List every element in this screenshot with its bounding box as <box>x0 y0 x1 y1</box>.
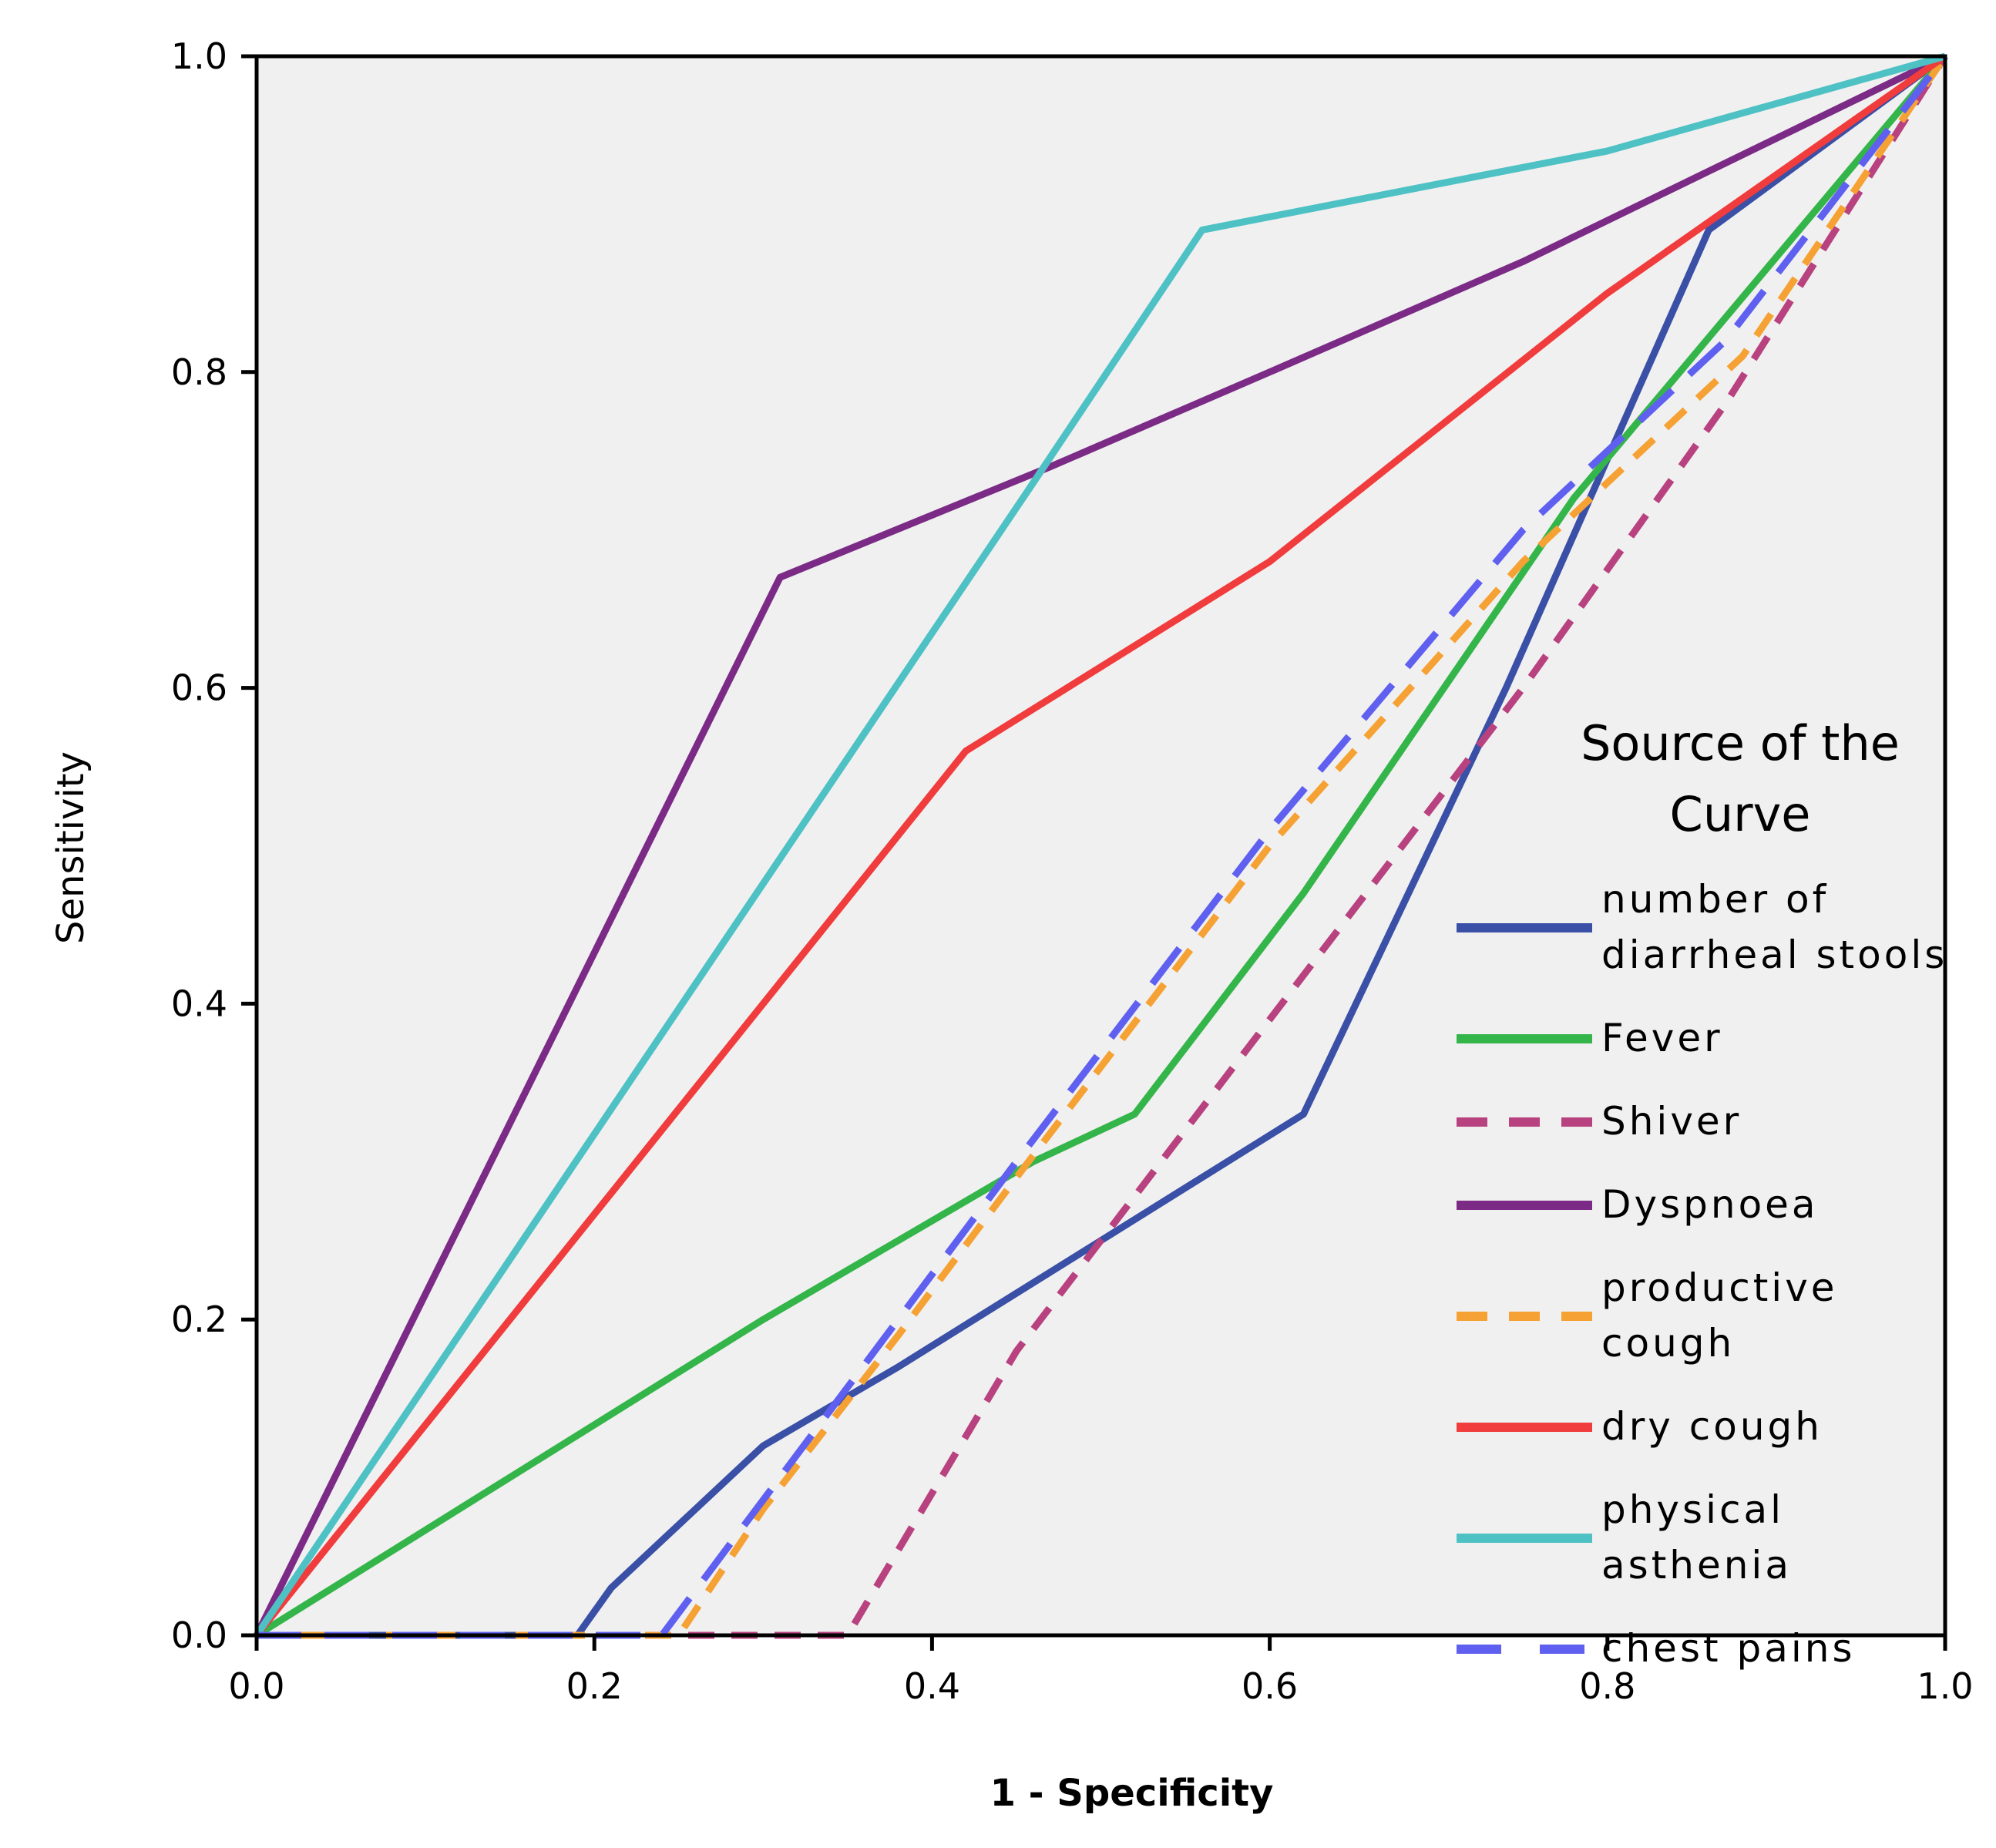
series-line-7 <box>254 52 1947 1638</box>
legend-title-line: Curve <box>1670 786 1811 842</box>
y-axis-title: Sensitivity <box>49 751 92 944</box>
legend-label-7: physical <box>1601 1487 1784 1532</box>
y-tick-label: 0.8 <box>171 351 227 393</box>
x-tick-label: 0.6 <box>1242 1665 1298 1707</box>
legend-label-4: Dyspnoea <box>1601 1182 1819 1227</box>
y-tick-label: 0.6 <box>171 667 227 709</box>
legend-label-2: Fever <box>1601 1016 1723 1060</box>
legend-label-7: asthenia <box>1601 1543 1792 1588</box>
legend-label-1: number of <box>1601 877 1829 922</box>
series-line-5 <box>257 54 1948 1639</box>
legend-label-5: cough <box>1601 1321 1735 1366</box>
legend-label-6: dry cough <box>1601 1404 1823 1449</box>
series-line-3 <box>257 54 1948 1639</box>
x-tick-label: 0.2 <box>566 1665 623 1707</box>
legend-label-3: Shiver <box>1601 1099 1742 1144</box>
y-tick-label: 0.0 <box>171 1614 227 1656</box>
y-tick-label: 1.0 <box>171 35 227 77</box>
legend-label-8: chest pains <box>1601 1626 1856 1671</box>
series-line-4 <box>253 52 1947 1637</box>
x-tick-label: 0.8 <box>1579 1665 1635 1707</box>
y-axis-ticks: 0.0 0.2 0.4 0.6 0.8 1.0 <box>171 35 257 1656</box>
series-line-2 <box>254 54 1948 1638</box>
plot-area <box>257 56 1945 1635</box>
series-line-1 <box>257 53 1947 1639</box>
x-tick-label: 0.4 <box>904 1665 960 1707</box>
x-tick-label: 0.0 <box>228 1665 284 1707</box>
series-line-8 <box>257 54 1948 1639</box>
series-layer <box>253 52 1948 1639</box>
legend-label-5: productive <box>1601 1265 1838 1310</box>
x-tick-label: 1.0 <box>1917 1665 1973 1707</box>
plot-frame <box>254 54 1947 1638</box>
legend: Source of the Curve number of diarrheal sto… <box>1457 715 1947 1671</box>
legend-label-1: diarrheal stools <box>1601 932 1947 977</box>
x-axis-ticks: 0.0 0.2 0.4 0.6 0.8 1.0 <box>228 1635 1974 1707</box>
legend-title-line: Source of the <box>1581 715 1900 771</box>
x-axis-title: 1 - Specificity <box>990 1772 1274 1815</box>
y-tick-label: 0.2 <box>171 1299 227 1340</box>
series-line-6 <box>254 53 1947 1638</box>
y-tick-label: 0.4 <box>171 983 227 1024</box>
